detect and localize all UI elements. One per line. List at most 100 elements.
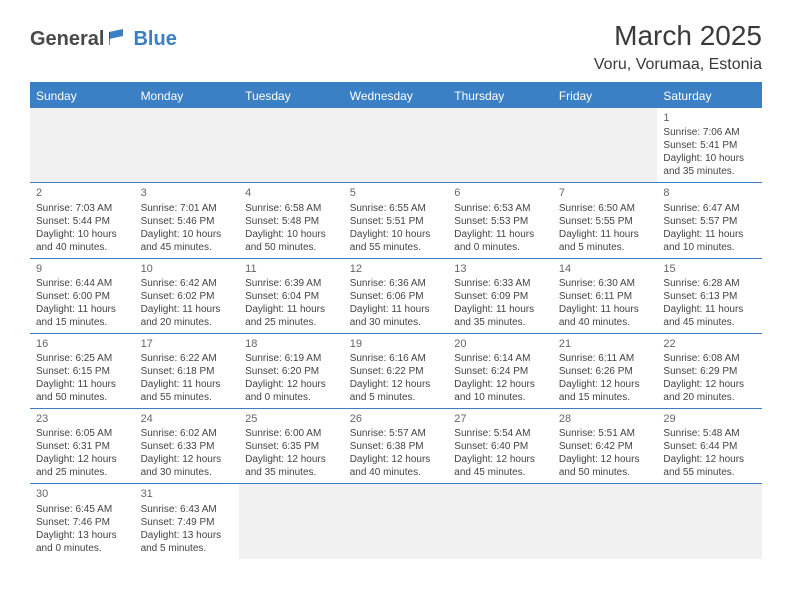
daylight-line-1: Daylight: 13 hours (141, 529, 234, 542)
day-number: 11 (245, 262, 338, 276)
empty-cell (344, 484, 449, 558)
daylight-line-2: and 30 minutes. (141, 466, 234, 479)
day-cell: 7Sunrise: 6:50 AMSunset: 5:55 PMDaylight… (553, 183, 658, 257)
daylight-line-1: Daylight: 12 hours (559, 378, 652, 391)
sunrise-line: Sunrise: 6:30 AM (559, 277, 652, 290)
sunrise-line: Sunrise: 6:25 AM (36, 352, 129, 365)
empty-cell (135, 108, 240, 182)
daylight-line-2: and 20 minutes. (141, 316, 234, 329)
daylight-line-1: Daylight: 12 hours (245, 378, 338, 391)
sunset-line: Sunset: 6:18 PM (141, 365, 234, 378)
day-cell: 26Sunrise: 5:57 AMSunset: 6:38 PMDayligh… (344, 409, 449, 483)
daylight-line-1: Daylight: 10 hours (350, 228, 443, 241)
title-block: March 2025 Voru, Vorumaa, Estonia (594, 20, 762, 74)
month-title: March 2025 (594, 20, 762, 52)
sunrise-line: Sunrise: 6:28 AM (663, 277, 756, 290)
daylight-line-2: and 50 minutes. (36, 391, 129, 404)
sunrise-line: Sunrise: 7:01 AM (141, 202, 234, 215)
sunrise-line: Sunrise: 7:06 AM (663, 126, 756, 139)
sunset-line: Sunset: 6:00 PM (36, 290, 129, 303)
day-number: 19 (350, 337, 443, 351)
daylight-line-2: and 25 minutes. (245, 316, 338, 329)
sunrise-line: Sunrise: 6:53 AM (454, 202, 547, 215)
empty-cell (239, 108, 344, 182)
daylight-line-2: and 20 minutes. (663, 391, 756, 404)
empty-cell (657, 484, 762, 558)
daylight-line-2: and 5 minutes. (559, 241, 652, 254)
day-number: 3 (141, 186, 234, 200)
sunrise-line: Sunrise: 6:08 AM (663, 352, 756, 365)
daylight-line-1: Daylight: 11 hours (245, 303, 338, 316)
daylight-line-1: Daylight: 12 hours (350, 378, 443, 391)
week-row: 1Sunrise: 7:06 AMSunset: 5:41 PMDaylight… (30, 108, 762, 183)
location: Voru, Vorumaa, Estonia (594, 56, 762, 74)
sunset-line: Sunset: 6:02 PM (141, 290, 234, 303)
sunset-line: Sunset: 6:24 PM (454, 365, 547, 378)
sunset-line: Sunset: 5:41 PM (663, 139, 756, 152)
daylight-line-2: and 35 minutes. (454, 316, 547, 329)
calendar-body: 1Sunrise: 7:06 AMSunset: 5:41 PMDaylight… (30, 108, 762, 559)
week-row: 23Sunrise: 6:05 AMSunset: 6:31 PMDayligh… (30, 409, 762, 484)
day-number: 29 (663, 412, 756, 426)
daylight-line-1: Daylight: 11 hours (559, 303, 652, 316)
day-cell: 23Sunrise: 6:05 AMSunset: 6:31 PMDayligh… (30, 409, 135, 483)
day-number: 5 (350, 186, 443, 200)
sunrise-line: Sunrise: 5:51 AM (559, 427, 652, 440)
sunset-line: Sunset: 6:40 PM (454, 440, 547, 453)
daylight-line-2: and 55 minutes. (141, 391, 234, 404)
sunrise-line: Sunrise: 6:44 AM (36, 277, 129, 290)
sunset-line: Sunset: 5:53 PM (454, 215, 547, 228)
daylight-line-1: Daylight: 12 hours (350, 453, 443, 466)
empty-cell (448, 484, 553, 558)
daylight-line-2: and 50 minutes. (559, 466, 652, 479)
daylight-line-2: and 55 minutes. (663, 466, 756, 479)
day-cell: 9Sunrise: 6:44 AMSunset: 6:00 PMDaylight… (30, 259, 135, 333)
day-cell: 2Sunrise: 7:03 AMSunset: 5:44 PMDaylight… (30, 183, 135, 257)
daylight-line-1: Daylight: 10 hours (36, 228, 129, 241)
day-number: 30 (36, 487, 129, 501)
empty-cell (239, 484, 344, 558)
sunset-line: Sunset: 6:06 PM (350, 290, 443, 303)
sunrise-line: Sunrise: 6:42 AM (141, 277, 234, 290)
weekday-header: Tuesday (239, 84, 344, 108)
daylight-line-2: and 0 minutes. (36, 542, 129, 555)
day-number: 6 (454, 186, 547, 200)
daylight-line-2: and 5 minutes. (141, 542, 234, 555)
daylight-line-2: and 0 minutes. (454, 241, 547, 254)
day-number: 17 (141, 337, 234, 351)
day-number: 27 (454, 412, 547, 426)
daylight-line-2: and 35 minutes. (663, 165, 756, 178)
daylight-line-1: Daylight: 11 hours (663, 228, 756, 241)
header: General Blue March 2025 Voru, Vorumaa, E… (0, 0, 792, 82)
day-cell: 5Sunrise: 6:55 AMSunset: 5:51 PMDaylight… (344, 183, 449, 257)
day-cell: 15Sunrise: 6:28 AMSunset: 6:13 PMDayligh… (657, 259, 762, 333)
weekday-header: Saturday (657, 84, 762, 108)
sunrise-line: Sunrise: 6:02 AM (141, 427, 234, 440)
sunrise-line: Sunrise: 5:57 AM (350, 427, 443, 440)
sunrise-line: Sunrise: 6:00 AM (245, 427, 338, 440)
day-number: 24 (141, 412, 234, 426)
day-number: 18 (245, 337, 338, 351)
day-cell: 8Sunrise: 6:47 AMSunset: 5:57 PMDaylight… (657, 183, 762, 257)
day-cell: 18Sunrise: 6:19 AMSunset: 6:20 PMDayligh… (239, 334, 344, 408)
day-cell: 21Sunrise: 6:11 AMSunset: 6:26 PMDayligh… (553, 334, 658, 408)
daylight-line-2: and 40 minutes. (559, 316, 652, 329)
day-number: 10 (141, 262, 234, 276)
sunrise-line: Sunrise: 6:39 AM (245, 277, 338, 290)
day-number: 14 (559, 262, 652, 276)
day-cell: 19Sunrise: 6:16 AMSunset: 6:22 PMDayligh… (344, 334, 449, 408)
empty-cell (30, 108, 135, 182)
daylight-line-1: Daylight: 13 hours (36, 529, 129, 542)
daylight-line-2: and 55 minutes. (350, 241, 443, 254)
daylight-line-1: Daylight: 11 hours (36, 303, 129, 316)
sunrise-line: Sunrise: 6:50 AM (559, 202, 652, 215)
daylight-line-1: Daylight: 12 hours (36, 453, 129, 466)
day-cell: 24Sunrise: 6:02 AMSunset: 6:33 PMDayligh… (135, 409, 240, 483)
day-number: 26 (350, 412, 443, 426)
daylight-line-1: Daylight: 11 hours (454, 303, 547, 316)
daylight-line-2: and 5 minutes. (350, 391, 443, 404)
daylight-line-2: and 0 minutes. (245, 391, 338, 404)
daylight-line-2: and 10 minutes. (663, 241, 756, 254)
day-cell: 14Sunrise: 6:30 AMSunset: 6:11 PMDayligh… (553, 259, 658, 333)
week-row: 16Sunrise: 6:25 AMSunset: 6:15 PMDayligh… (30, 334, 762, 409)
